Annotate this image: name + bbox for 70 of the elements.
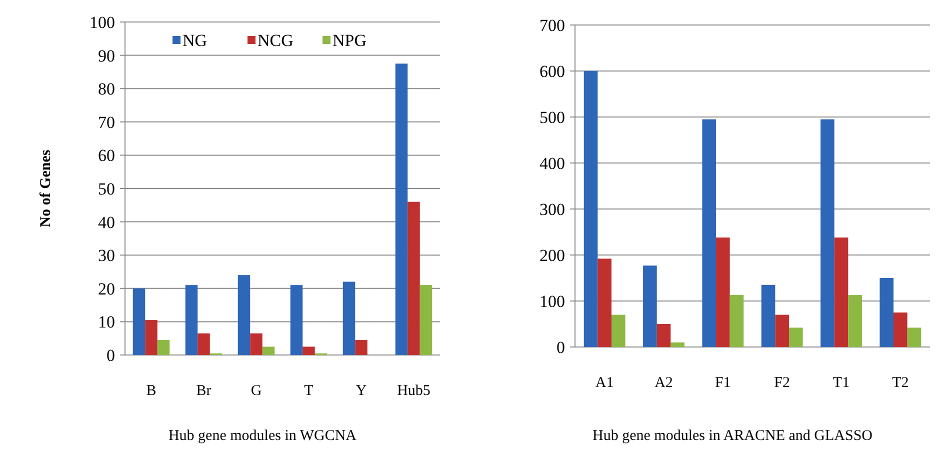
y-tick-label: 0 xyxy=(106,346,115,365)
bar xyxy=(157,340,170,355)
bar xyxy=(820,119,834,347)
y-tick-label: 200 xyxy=(540,246,565,265)
bar xyxy=(408,202,420,355)
bar xyxy=(643,266,657,347)
x-tick-label: A1 xyxy=(595,375,614,391)
bar xyxy=(420,285,432,355)
bar xyxy=(395,64,408,355)
y-axis-title: No of Genes xyxy=(38,150,54,228)
legend-label: NPG xyxy=(332,30,367,50)
x-tick-label: A2 xyxy=(654,375,673,391)
x-tick-label: F1 xyxy=(714,375,731,391)
bar xyxy=(132,288,146,355)
bar xyxy=(584,71,598,347)
y-tick-label: 70 xyxy=(98,112,115,132)
bar xyxy=(702,119,716,347)
bar xyxy=(185,285,198,355)
x-tick-label: T1 xyxy=(832,375,850,391)
bar xyxy=(834,238,848,347)
bar xyxy=(788,328,803,347)
bar xyxy=(598,258,612,347)
x-tick-label: Y xyxy=(356,383,367,399)
bar xyxy=(250,333,262,355)
bar xyxy=(342,282,356,355)
bar xyxy=(670,342,684,347)
y-tick-label: 600 xyxy=(540,62,565,81)
x-tick-label: G xyxy=(250,383,262,399)
bar xyxy=(907,328,922,347)
x-tick-label: T xyxy=(304,383,314,399)
bar xyxy=(775,314,789,347)
legend-label: NCG xyxy=(258,30,294,50)
bar xyxy=(716,238,730,347)
y-tick-label: 400 xyxy=(540,154,565,173)
bar xyxy=(290,285,303,355)
y-tick-label: 0 xyxy=(556,338,565,357)
y-tick-label: 90 xyxy=(98,46,115,66)
y-tick-label: 100 xyxy=(540,292,565,311)
y-tick-label: 50 xyxy=(98,179,115,198)
bar xyxy=(238,275,250,355)
y-tick-label: 700 xyxy=(540,16,565,35)
y-tick-label: 40 xyxy=(98,212,115,232)
bar xyxy=(302,346,315,355)
bar xyxy=(611,314,626,347)
bar xyxy=(145,320,158,355)
y-tick-label: 10 xyxy=(98,312,115,332)
legend-label: NG xyxy=(182,30,208,50)
bar xyxy=(656,324,671,347)
y-tick-label: 60 xyxy=(98,146,115,166)
x-axis-title: Hub gene modules in ARACNE and GLASSO xyxy=(592,428,873,444)
bar xyxy=(262,346,275,355)
y-tick-label: 80 xyxy=(98,80,115,99)
bar xyxy=(848,295,862,347)
bar xyxy=(761,284,776,347)
y-tick-label: 100 xyxy=(90,12,115,32)
x-tick-label: F2 xyxy=(774,375,790,391)
x-tick-label: Hub5 xyxy=(397,383,430,399)
bar xyxy=(880,278,894,347)
x-tick-label: B xyxy=(146,383,156,399)
y-tick-label: 30 xyxy=(98,246,115,266)
x-tick-label: T2 xyxy=(892,375,909,391)
bar xyxy=(198,333,210,355)
y-tick-label: 300 xyxy=(540,200,565,219)
bar xyxy=(894,312,908,347)
x-tick-label: Br xyxy=(196,383,212,399)
bar xyxy=(355,340,368,355)
bar xyxy=(730,295,744,347)
y-tick-label: 500 xyxy=(540,108,565,127)
y-tick-label: 20 xyxy=(98,279,115,298)
x-axis-title: Hub gene modules in WGCNA xyxy=(168,428,357,444)
